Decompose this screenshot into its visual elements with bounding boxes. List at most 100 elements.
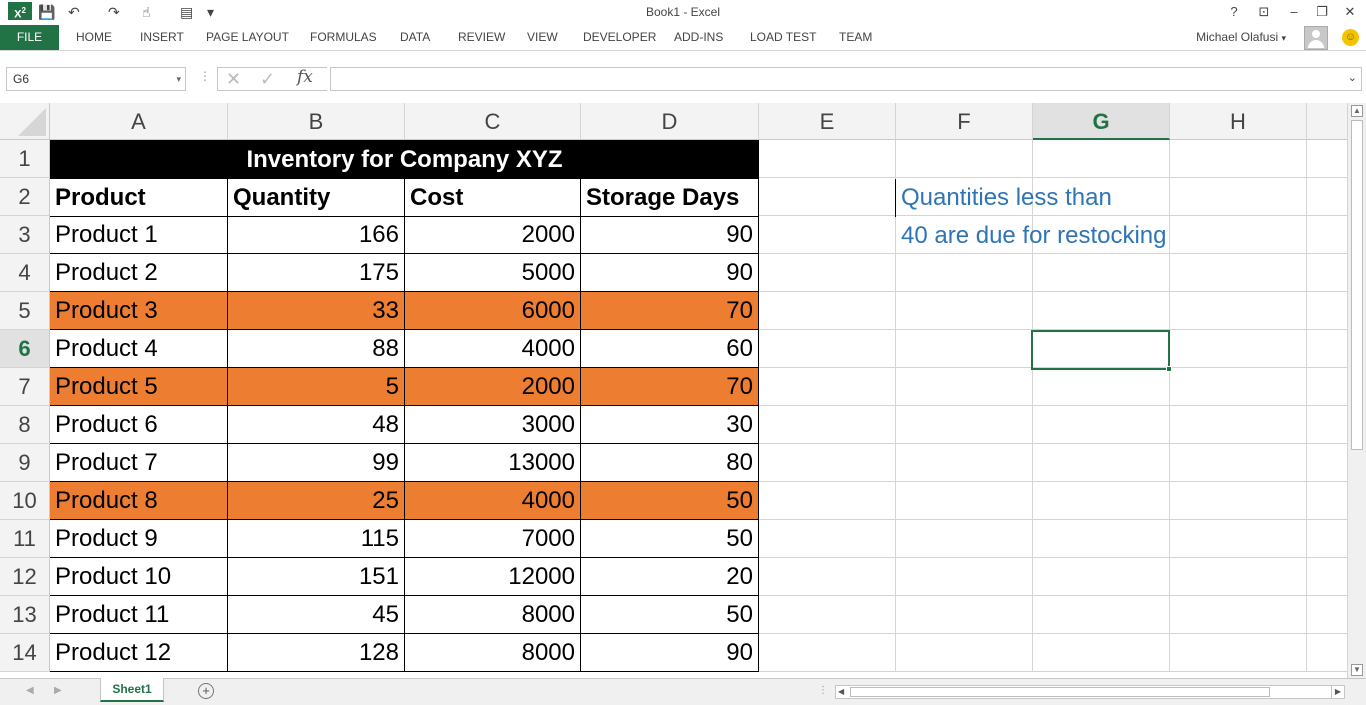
active-cell-g6[interactable] <box>1031 330 1170 370</box>
tab-developer[interactable]: DEVELOPER <box>583 30 657 44</box>
column-header-d[interactable]: D <box>581 103 759 140</box>
cost-cell[interactable]: 8000 <box>405 634 581 672</box>
product-cell[interactable]: Product 6 <box>50 406 228 444</box>
column-header-f[interactable]: F <box>896 103 1033 140</box>
insert-function-icon[interactable]: fx <box>297 67 313 87</box>
close-button[interactable]: ✕ <box>1344 4 1356 19</box>
empty-cell[interactable] <box>896 558 1033 596</box>
row-header-7[interactable]: 7 <box>0 368 50 406</box>
column-header-i[interactable] <box>1307 103 1347 140</box>
empty-cell[interactable] <box>759 140 896 178</box>
tab-team[interactable]: TEAM <box>839 30 873 44</box>
row-header-3[interactable]: 3 <box>0 216 50 254</box>
scroll-right-icon[interactable]: ▶ <box>1331 685 1345 699</box>
name-box[interactable]: G6 ▾ <box>6 67 186 91</box>
empty-cell[interactable] <box>1307 330 1347 368</box>
empty-cell[interactable] <box>759 634 896 672</box>
cost-cell[interactable]: 4000 <box>405 330 581 368</box>
quantity-cell[interactable]: 175 <box>228 254 405 292</box>
empty-cell[interactable] <box>896 520 1033 558</box>
touch-mode-icon[interactable]: ☝ <box>142 4 151 20</box>
row-header-4[interactable]: 4 <box>0 254 50 292</box>
storage-days-cell[interactable]: 50 <box>581 482 759 520</box>
row-header-13[interactable]: 13 <box>0 596 50 634</box>
product-cell[interactable]: Product 4 <box>50 330 228 368</box>
cost-cell[interactable]: 2000 <box>405 368 581 406</box>
empty-cell[interactable] <box>1307 292 1347 330</box>
empty-cell[interactable] <box>759 254 896 292</box>
empty-cell[interactable] <box>1033 406 1170 444</box>
scroll-down-icon[interactable]: ▼ <box>1351 664 1363 676</box>
empty-cell[interactable] <box>896 292 1033 330</box>
empty-cell[interactable] <box>1170 406 1307 444</box>
add-sheet-icon[interactable]: + <box>198 683 214 699</box>
product-cell[interactable]: Product 3 <box>50 292 228 330</box>
excel-logo-icon[interactable]: X2 <box>8 2 32 21</box>
empty-cell[interactable] <box>1170 216 1307 254</box>
empty-cell[interactable] <box>1170 330 1307 368</box>
row-header-10[interactable]: 10 <box>0 482 50 520</box>
empty-cell[interactable] <box>1307 140 1347 178</box>
product-cell[interactable]: Product 8 <box>50 482 228 520</box>
help-button[interactable]: ? <box>1230 4 1238 19</box>
tab-insert[interactable]: INSERT <box>140 30 184 44</box>
empty-cell[interactable] <box>1170 634 1307 672</box>
quantity-cell[interactable]: 115 <box>228 520 405 558</box>
quantity-cell[interactable]: 45 <box>228 596 405 634</box>
storage-days-cell[interactable]: 90 <box>581 634 759 672</box>
row-header-11[interactable]: 11 <box>0 520 50 558</box>
header-quantity[interactable]: Quantity <box>228 179 405 217</box>
tab-formulas[interactable]: FORMULAS <box>310 30 377 44</box>
row-header-12[interactable]: 12 <box>0 558 50 596</box>
horizontal-scroll-thumb[interactable] <box>850 687 1270 697</box>
product-cell[interactable]: Product 12 <box>50 634 228 672</box>
cost-cell[interactable]: 2000 <box>405 216 581 254</box>
empty-cell[interactable] <box>759 482 896 520</box>
empty-cell[interactable] <box>1170 292 1307 330</box>
storage-days-cell[interactable]: 90 <box>581 216 759 254</box>
cost-cell[interactable]: 3000 <box>405 406 581 444</box>
column-header-h[interactable]: H <box>1170 103 1307 140</box>
empty-cell[interactable] <box>759 558 896 596</box>
empty-cell[interactable] <box>1170 520 1307 558</box>
tab-page-layout[interactable]: PAGE LAYOUT <box>206 30 289 44</box>
scroll-left-icon[interactable]: ◀ <box>838 687 845 696</box>
tab-add-ins[interactable]: ADD-INS <box>674 30 724 44</box>
quantity-cell[interactable]: 48 <box>228 406 405 444</box>
storage-days-cell[interactable]: 80 <box>581 444 759 482</box>
vertical-scrollbar[interactable]: ▲ ▼ <box>1347 103 1366 678</box>
empty-cell[interactable] <box>759 520 896 558</box>
note-line-1[interactable]: Quantities less than <box>901 184 1112 211</box>
quantity-cell[interactable]: 166 <box>228 216 405 254</box>
quantity-cell[interactable]: 151 <box>228 558 405 596</box>
row-header-2[interactable]: 2 <box>0 178 50 216</box>
product-cell[interactable]: Product 9 <box>50 520 228 558</box>
product-cell[interactable]: Product 11 <box>50 596 228 634</box>
user-account[interactable]: Michael Olafusi ▾ <box>1196 25 1286 51</box>
tab-split-handle-icon[interactable]: ⋮ <box>818 685 828 696</box>
tab-load-test[interactable]: LOAD TEST <box>750 30 817 44</box>
empty-cell[interactable] <box>896 482 1033 520</box>
column-header-c[interactable]: C <box>405 103 581 140</box>
expand-formula-bar-icon[interactable]: ⌄ <box>1347 72 1357 84</box>
restore-button[interactable]: ❐ <box>1316 4 1328 19</box>
empty-cell[interactable] <box>1307 368 1347 406</box>
column-header-g[interactable]: G <box>1033 103 1170 140</box>
empty-cell[interactable] <box>1170 596 1307 634</box>
storage-days-cell[interactable]: 50 <box>581 596 759 634</box>
empty-cell[interactable] <box>1307 520 1347 558</box>
tab-file[interactable]: FILE <box>0 25 59 50</box>
empty-cell[interactable] <box>1307 254 1347 292</box>
tab-data[interactable]: DATA <box>400 30 431 44</box>
quantity-cell[interactable]: 99 <box>228 444 405 482</box>
storage-days-cell[interactable]: 70 <box>581 368 759 406</box>
undo-icon[interactable]: ↶ <box>68 4 80 20</box>
quantity-cell[interactable]: 88 <box>228 330 405 368</box>
empty-cell[interactable] <box>1170 444 1307 482</box>
product-cell[interactable]: Product 7 <box>50 444 228 482</box>
product-cell[interactable]: Product 10 <box>50 558 228 596</box>
cost-cell[interactable]: 13000 <box>405 444 581 482</box>
storage-days-cell[interactable]: 20 <box>581 558 759 596</box>
chevron-down-icon[interactable]: ▾ <box>176 74 181 84</box>
storage-days-cell[interactable]: 70 <box>581 292 759 330</box>
